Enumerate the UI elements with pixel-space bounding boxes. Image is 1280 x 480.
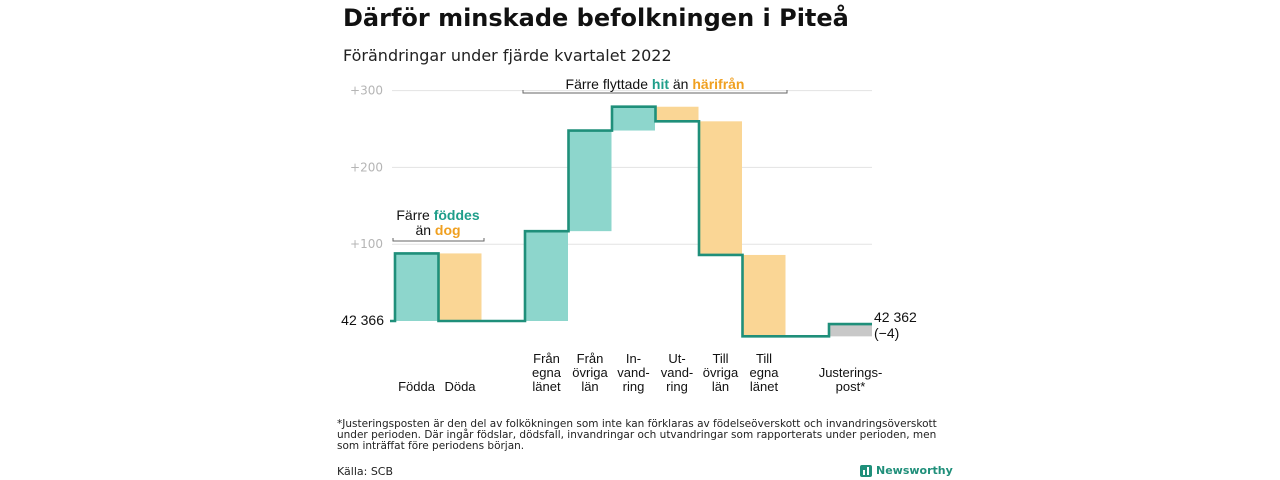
category-label: In-vand-ring xyxy=(617,351,650,394)
annotation-bracket xyxy=(392,238,485,242)
end-value-label: 42 362 xyxy=(874,309,917,325)
footnote: *Justeringsposten är den del av folkökni… xyxy=(337,418,937,452)
cumulative-step-line xyxy=(390,105,872,338)
category-label: Från egna länet xyxy=(532,351,562,394)
source-label: Källa: SCB xyxy=(337,465,394,478)
waterfall-bar xyxy=(699,121,742,255)
waterfall-bar xyxy=(525,231,568,321)
start-value-label: 42 366 xyxy=(341,312,384,328)
waterfall-bar xyxy=(438,253,482,321)
category-label: Till övriga län xyxy=(703,351,739,394)
brand-logo: Newsworthy xyxy=(860,464,953,477)
waterfall-chart: +100 +200 +300 42 366 42 362(−4) Födda Döda Fr… xyxy=(341,76,917,394)
waterfall-bar xyxy=(612,106,655,131)
end-change-label: (−4) xyxy=(874,325,899,341)
waterfall-bar xyxy=(395,253,438,321)
category-label: Justerings-post* xyxy=(819,365,883,394)
y-tick-label: +300 xyxy=(350,84,383,98)
category-label: Döda xyxy=(444,379,476,394)
category-label: Födda xyxy=(398,379,436,394)
waterfall-bar xyxy=(742,254,786,337)
waterfall-bar xyxy=(568,130,612,232)
waterfall-bar xyxy=(655,106,699,122)
category-label: Från övriga län xyxy=(572,351,608,394)
page-subtitle: Förändringar under fjärde kvartalet 2022 xyxy=(343,46,672,65)
y-tick-label: +100 xyxy=(350,237,383,251)
y-tick-label: +200 xyxy=(350,160,383,174)
brand-name: Newsworthy xyxy=(876,464,953,477)
bar-chart-icon xyxy=(860,464,872,477)
annotation-birth: Färre föddes än dog xyxy=(396,207,479,238)
annotation-migration: Färre flyttade hit än härifrån xyxy=(566,76,745,92)
annotation-bracket xyxy=(522,90,788,94)
page-title: Därför minskade befolkningen i Piteå xyxy=(343,4,849,32)
category-label: Till egna länet xyxy=(750,351,780,394)
category-label: Ut-vand-ring xyxy=(661,351,694,394)
waterfall-bar xyxy=(829,324,872,337)
